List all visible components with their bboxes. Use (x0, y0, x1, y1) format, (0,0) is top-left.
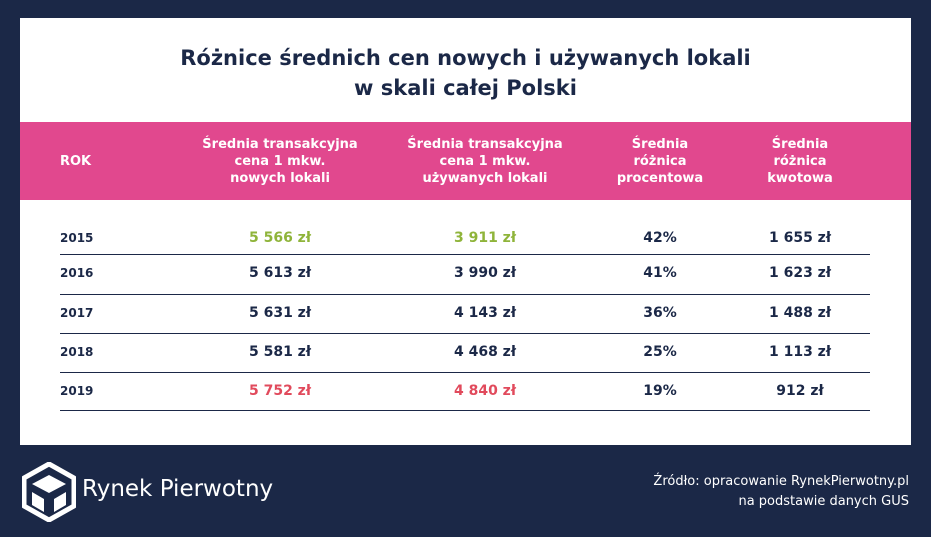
table-row: 2016 5 613 zł 3 990 zł 41% 1 623 zł (20, 258, 911, 288)
table-cell: 36% (643, 305, 677, 321)
header-text: kwotowa (767, 170, 833, 186)
header-text: różnica (633, 153, 687, 169)
header-text: cena 1 mkw. (439, 153, 531, 169)
table-cell: 1 113 zł (768, 344, 832, 360)
table-row: 2017 5 631 zł 4 143 zł 36% 1 488 zł (20, 298, 911, 328)
table-cell: 5 752 zł (248, 383, 312, 399)
table-row: 2015 5 566 zł 3 911 zł 42% 1 655 zł (20, 223, 911, 253)
header-cell: ROK (60, 122, 130, 200)
header-text: procentowa (616, 170, 704, 186)
table-cell: 4 143 zł (453, 305, 517, 321)
table-cell: 4 468 zł (453, 344, 517, 360)
logo (22, 462, 76, 522)
header-cell: Średnia różnica kwotowa (735, 122, 865, 200)
table-cell: 2018 (60, 345, 94, 359)
row-separator (60, 333, 870, 334)
header-text: używanych lokali (422, 170, 548, 186)
title: Różnice średnich cen nowych i używanych … (180, 46, 751, 70)
header-text: nowych lokali (230, 170, 330, 186)
header-band: ROK Średnia transakcyjna cena 1 mkw. nowych… (20, 122, 911, 200)
row-separator (60, 372, 870, 373)
header-text: cena 1 mkw. (234, 153, 326, 169)
table-cell: 2015 (60, 231, 94, 245)
row-separator (60, 254, 870, 255)
table-cell: 5 613 zł (248, 265, 312, 281)
table-cell: 41% (643, 265, 677, 281)
table-cell: 5 581 zł (248, 344, 312, 360)
header-text: ROK (60, 153, 92, 169)
header-cell: Średnia transakcyjna cena 1 mkw. nowych lo… (190, 122, 370, 200)
row-separator (60, 294, 870, 295)
header-text: Średnia transakcyjna (202, 136, 358, 152)
table-cell: 1 655 zł (768, 230, 832, 246)
panel: Różnice średnich cen nowych i używanych … (20, 18, 911, 445)
table-cell: 25% (643, 344, 677, 360)
table-cell: 42% (643, 230, 677, 246)
header-text: różnica (773, 153, 827, 169)
table-cell: 3 990 zł (453, 265, 517, 281)
table-cell: 2019 (60, 384, 94, 398)
header-cell: Średnia transakcyjna cena 1 mkw. używanych… (395, 122, 575, 200)
row-separator (60, 410, 870, 411)
header-text: Średnia (771, 136, 829, 152)
table-cell: 19% (643, 383, 677, 399)
table-cell: 5 566 zł (248, 230, 312, 246)
table-cell: 1 623 zł (768, 265, 832, 281)
header-text: Średnia transakcyjna (407, 136, 563, 152)
table-cell: 1 488 zł (768, 305, 832, 321)
header-cell: Średnia różnica procentowa (595, 122, 725, 200)
table-cell: 5 631 zł (248, 305, 312, 321)
brand: Rynek Pierwotny (82, 476, 274, 502)
source: Źródło: opracowanie RynekPierwotny.pl (653, 474, 909, 489)
table-cell: 912 zł (776, 383, 824, 399)
header-text: Średnia (631, 136, 689, 152)
table-cell: 2017 (60, 306, 94, 320)
table-row: 2018 5 581 zł 4 468 zł 25% 1 113 zł (20, 337, 911, 367)
table-cell: 2016 (60, 266, 94, 280)
table-cell: 4 840 zł (453, 383, 517, 399)
table-row: 2019 5 752 zł 4 840 zł 19% 912 zł (20, 376, 911, 406)
title: w skali całej Polski (354, 76, 577, 100)
source: na podstawie danych GUS (738, 494, 909, 509)
table-cell: 3 911 zł (453, 230, 517, 246)
